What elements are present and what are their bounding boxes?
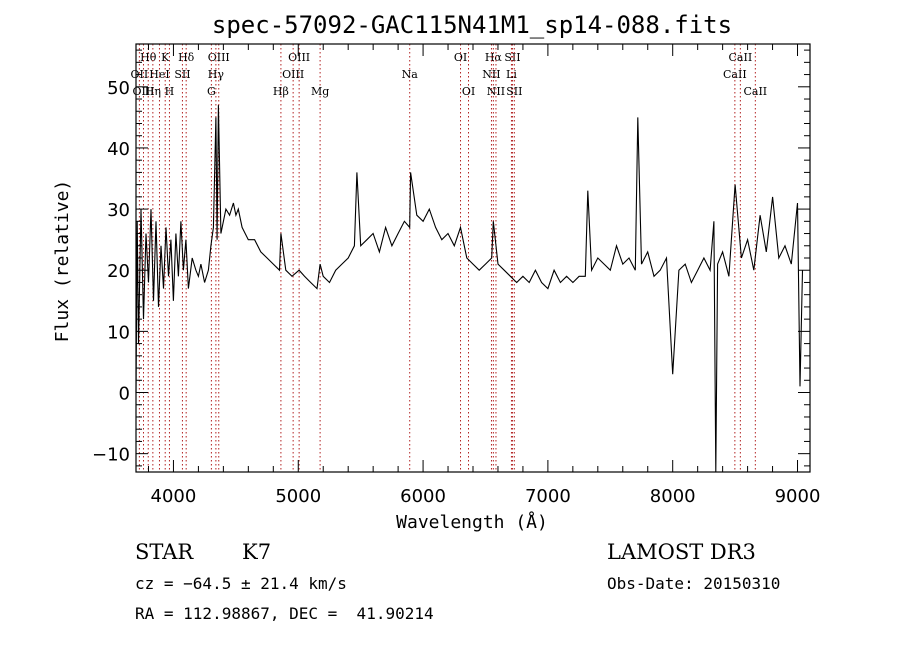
line-label-4: Hη: [145, 85, 161, 98]
line-label-15: Mg: [311, 85, 329, 98]
observation-date: Obs-Date: 20150310: [607, 574, 781, 593]
x-tick-label-3: 7000: [525, 486, 571, 507]
line-label-26: CaII: [723, 68, 747, 81]
y-tick-label-6: 50: [107, 78, 130, 99]
x-tick-label-1: 5000: [275, 486, 321, 507]
line-label-7: Hδ: [178, 51, 195, 64]
line-label-23: Li: [506, 68, 517, 81]
line-label-18: OI: [462, 85, 475, 98]
spectrum-line: [135, 105, 804, 473]
line-label-11: G: [207, 85, 216, 98]
plot-frame: [135, 43, 811, 473]
y-tick-label-5: 40: [107, 139, 130, 160]
sky-coordinates: RA = 112.98867, DEC = 41.90214: [135, 604, 434, 623]
x-tick-label-5: 9000: [775, 486, 821, 507]
line-label-0: Hθ: [140, 51, 157, 64]
line-label-27: CaII: [743, 85, 767, 98]
line-label-3: HeI: [149, 68, 169, 81]
x-tick-label-0: 4000: [151, 486, 197, 507]
object-class: STAR: [135, 540, 194, 564]
chart-title: spec-57092-GAC115N41M1_sp14-088.fits: [212, 11, 732, 39]
line-label-16: Na: [402, 68, 419, 81]
spectral-subclass: K7: [242, 540, 272, 564]
redshift-velocity: cz = −64.5 ± 21.4 km/s: [135, 574, 347, 593]
survey-name: LAMOST DR3: [607, 540, 756, 564]
y-axis-label: Flux (relative): [52, 180, 73, 343]
x-axis-label: Wavelength (Å): [396, 511, 548, 533]
y-tick-label-3: 20: [107, 261, 130, 282]
y-tick-label-4: 30: [107, 200, 130, 221]
line-label-22: SII: [504, 51, 520, 64]
line-label-8: SII: [174, 68, 190, 81]
line-label-5: K: [161, 51, 170, 64]
x-tick-label-2: 6000: [400, 486, 446, 507]
x-tick-label-4: 8000: [650, 486, 696, 507]
line-label-21: NII: [487, 85, 505, 98]
line-label-17: OI: [454, 51, 467, 64]
line-label-6: H: [165, 85, 175, 98]
y-tick-label-2: 10: [107, 322, 130, 343]
line-label-19: Hα: [485, 51, 503, 64]
line-label-20: NII: [482, 68, 500, 81]
line-label-9: OIII: [208, 51, 230, 64]
line-label-25: CaII: [729, 51, 753, 64]
line-label-13: OIII: [282, 68, 304, 81]
line-label-24: SII: [506, 85, 522, 98]
y-tick-label-1: 0: [119, 384, 130, 405]
line-label-2: OIII: [132, 85, 154, 98]
line-label-12: OIII: [288, 51, 310, 64]
line-label-14: Hβ: [273, 85, 289, 98]
y-tick-label-0: −10: [92, 445, 130, 466]
line-label-10: Hγ: [208, 68, 225, 81]
